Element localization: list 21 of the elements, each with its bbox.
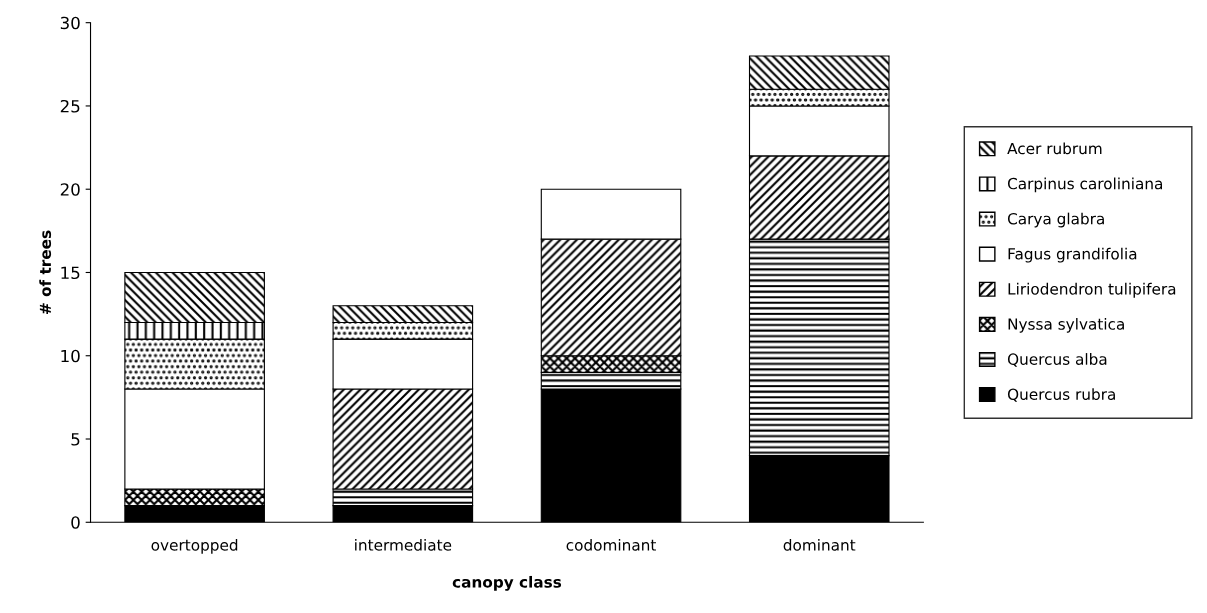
- y-tick-label: 10: [61, 349, 80, 363]
- legend-label: Carya glabra: [1007, 212, 1104, 228]
- legend-label: Quercus rubra: [1007, 388, 1115, 402]
- y-tick-label: 0: [71, 516, 80, 529]
- y-tick-label: 20: [60, 183, 80, 196]
- x-tick-label: codominant: [566, 538, 656, 551]
- legend-label: Fagus grandifolia: [1008, 247, 1137, 263]
- y-tick-label: 30: [60, 16, 80, 30]
- x-tick-label: dominant: [783, 538, 856, 551]
- y-tick-label: 15: [61, 266, 80, 280]
- legend-label: Quercus alba: [1007, 353, 1107, 367]
- y-axis-title: # of trees: [39, 230, 52, 315]
- legend-label: Acer rubrum: [1007, 142, 1102, 155]
- y-tick-label: 25: [60, 99, 80, 113]
- x-tick-label: overtopped: [151, 538, 238, 554]
- legend-label: Nyssa sylvatica: [1008, 317, 1124, 333]
- legend-label: Carpinus caroliniana: [1007, 177, 1162, 193]
- x-axis-title: canopy class: [452, 575, 562, 591]
- legend-label: Liriodendron tulipifera: [1008, 282, 1176, 298]
- y-tick-label: 5: [71, 433, 80, 446]
- x-tick-label: intermediate: [355, 538, 452, 551]
